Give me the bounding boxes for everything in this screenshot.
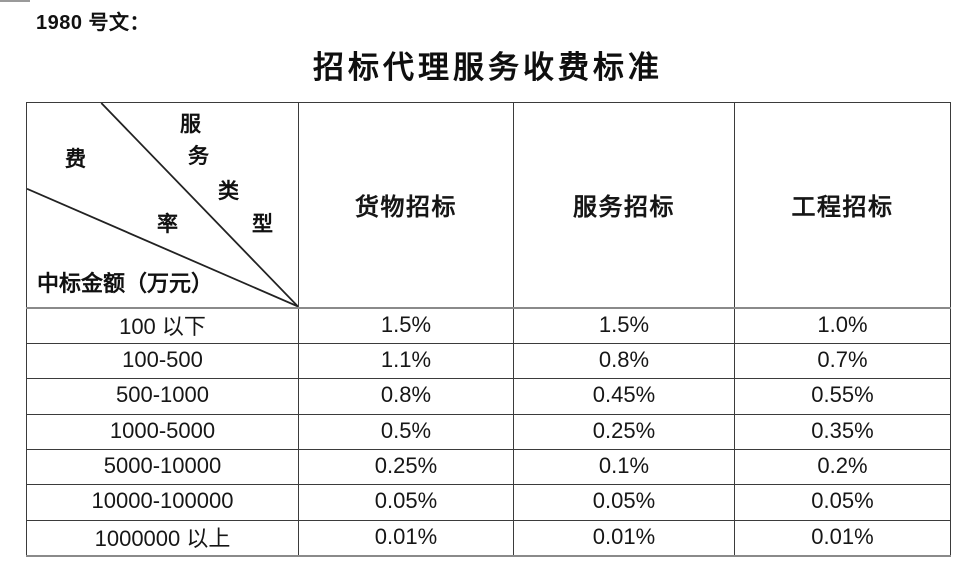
fee-value: 0.1% <box>513 448 735 486</box>
fee-value: 0.7% <box>734 342 951 380</box>
corner-type-char-4: 型 <box>252 212 273 236</box>
fee-value: 0.8% <box>298 378 514 415</box>
fee-value: 0.45% <box>513 378 735 415</box>
fee-value: 0.55% <box>734 378 951 415</box>
fee-value: 0.25% <box>298 448 514 486</box>
fee-value: 0.8% <box>513 342 735 380</box>
fee-standard-table: 费 率 服 务 类 型 中标金额（万元） 货物招标 服务招标 工程招标 100 … <box>26 102 951 557</box>
fee-value: 0.05% <box>734 484 951 521</box>
corner-type-char-1: 服 <box>180 112 201 136</box>
fee-value: 0.5% <box>298 413 514 450</box>
fee-value: 1.1% <box>298 342 514 380</box>
fee-value: 0.01% <box>734 519 951 557</box>
fee-value: 0.35% <box>734 413 951 450</box>
corner-fee-char-1: 费 <box>65 147 86 171</box>
corner-fee-char-2: 率 <box>157 212 178 236</box>
screen-edge-artifact <box>0 0 30 2</box>
corner-header-cell: 费 率 服 务 类 型 中标金额（万元） <box>26 102 299 308</box>
table-header-row: 费 率 服 务 类 型 中标金额（万元） 货物招标 服务招标 工程招标 <box>26 102 951 308</box>
table-row: 100 以下 1.5% 1.5% 1.0% <box>26 307 951 344</box>
corner-type-char-2: 务 <box>188 144 209 168</box>
column-header-works-bidding: 工程招标 <box>734 102 951 308</box>
fee-value: 0.01% <box>513 519 735 557</box>
column-header-goods-bidding: 货物招标 <box>298 102 514 308</box>
row-label: 100 以下 <box>26 307 299 344</box>
fee-value: 0.05% <box>513 484 735 521</box>
doc-ref-label: 1980 号文： <box>36 12 151 34</box>
corner-row-axis-label: 中标金额（万元） <box>37 270 214 296</box>
table-row: 100-500 1.1% 0.8% 0.7% <box>26 342 951 380</box>
table-row: 5000-10000 0.25% 0.1% 0.2% <box>26 448 951 486</box>
fee-value: 0.2% <box>734 448 951 486</box>
fee-value: 1.5% <box>513 307 735 344</box>
row-label: 10000-100000 <box>26 484 299 521</box>
fee-value: 0.05% <box>298 484 514 521</box>
fee-value: 0.01% <box>298 519 514 557</box>
fee-value: 0.25% <box>513 413 735 450</box>
row-label: 100-500 <box>26 342 299 380</box>
row-label: 1000-5000 <box>26 413 299 450</box>
row-label: 1000000 以上 <box>26 519 299 557</box>
column-header-service-bidding: 服务招标 <box>513 102 735 308</box>
table-row: 500-1000 0.8% 0.45% 0.55% <box>26 378 951 415</box>
row-label: 500-1000 <box>26 378 299 415</box>
table-row: 1000-5000 0.5% 0.25% 0.35% <box>26 413 951 450</box>
row-label: 5000-10000 <box>26 448 299 486</box>
table-row: 1000000 以上 0.01% 0.01% 0.01% <box>26 519 951 557</box>
fee-value: 1.0% <box>734 307 951 344</box>
fee-value: 1.5% <box>298 307 514 344</box>
table-row: 10000-100000 0.05% 0.05% 0.05% <box>26 484 951 521</box>
corner-header-content: 费 率 服 务 类 型 中标金额（万元） <box>27 103 298 307</box>
corner-type-char-3: 类 <box>218 179 239 203</box>
diagonal-split-lines-icon <box>27 103 298 307</box>
page-title: 招标代理服务收费标准 <box>313 50 663 85</box>
